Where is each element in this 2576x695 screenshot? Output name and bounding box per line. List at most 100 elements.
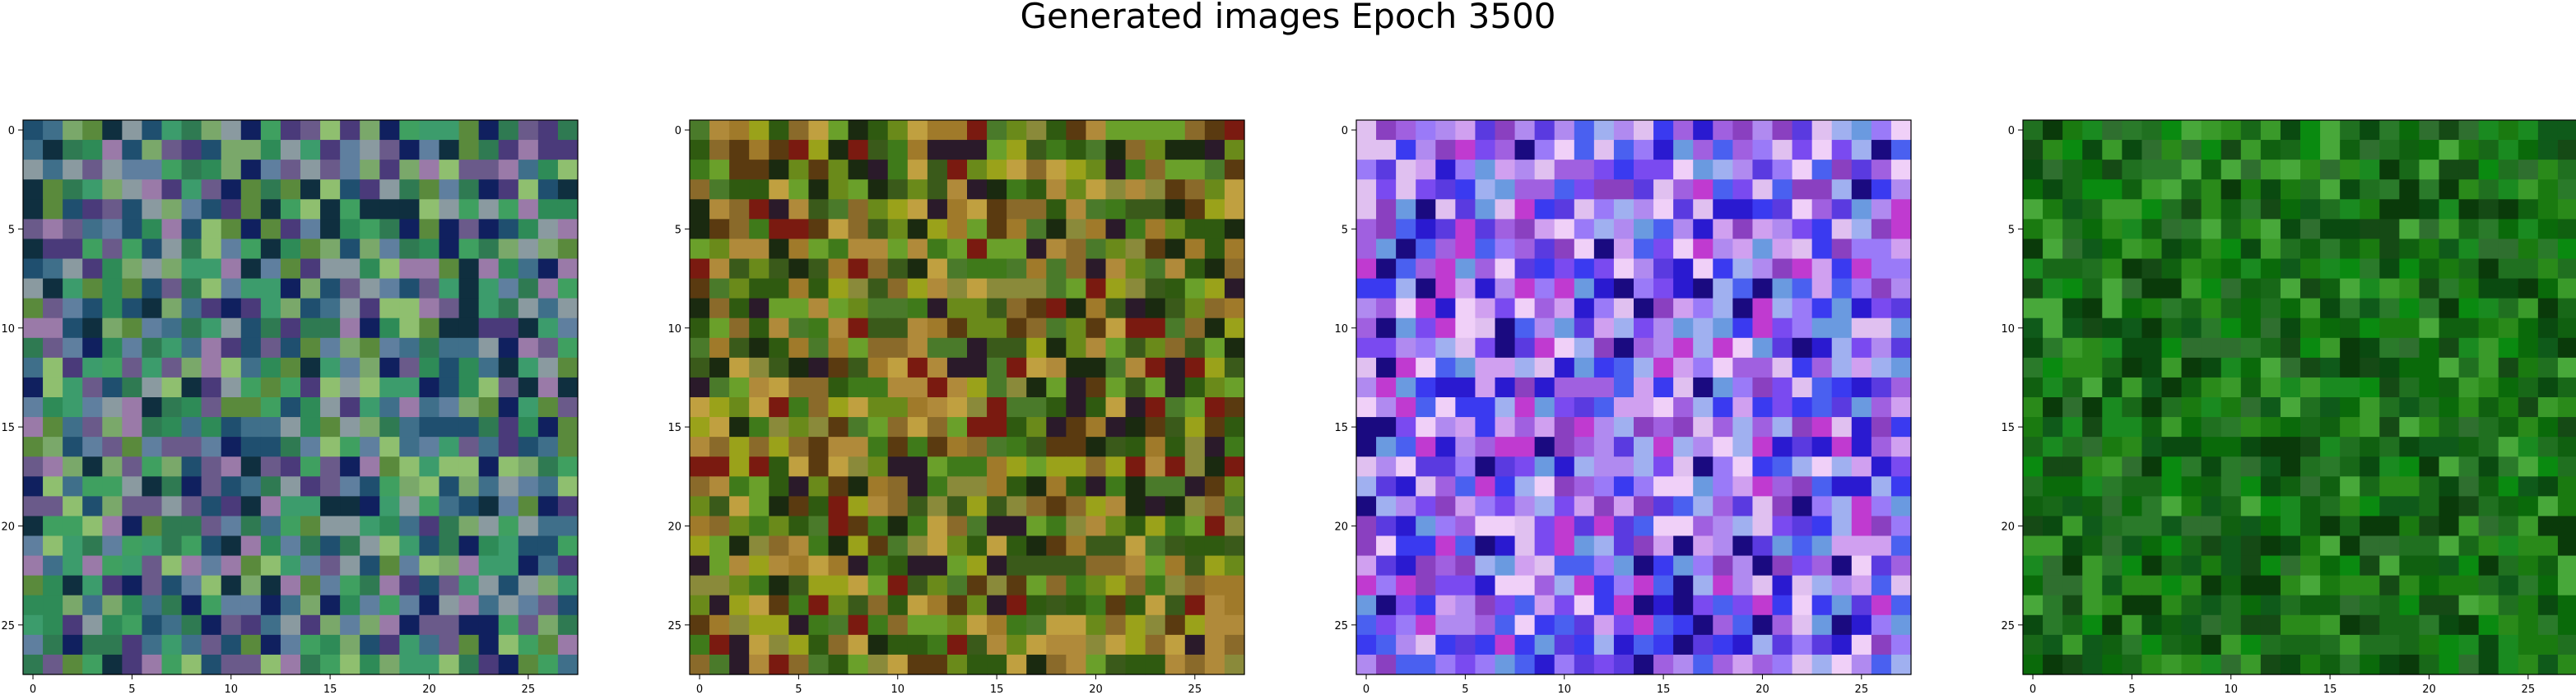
pixel	[987, 278, 1007, 299]
pixel	[2043, 337, 2063, 359]
pixel	[848, 298, 869, 319]
pixel	[2062, 357, 2083, 378]
pixel	[1811, 614, 1833, 636]
pixel	[340, 535, 360, 557]
pixel	[1455, 575, 1476, 596]
pixel	[478, 199, 500, 220]
x-tick-label: 5	[795, 683, 802, 695]
pixel	[1634, 278, 1654, 299]
pixel	[2280, 239, 2301, 260]
pixel	[300, 496, 321, 517]
pixel	[1145, 357, 1166, 378]
pixel	[2320, 437, 2341, 457]
pixel	[1204, 456, 1225, 477]
pixel	[2537, 496, 2559, 517]
pixel	[1752, 634, 1774, 656]
pixel	[808, 417, 830, 438]
pixel	[1184, 555, 1206, 577]
pixel	[1224, 337, 1245, 359]
pixel	[2478, 595, 2499, 616]
pixel	[1204, 476, 1225, 497]
pixel	[1396, 614, 1416, 636]
pixel	[987, 258, 1007, 280]
pixel	[240, 199, 262, 220]
pixel	[769, 437, 789, 457]
pixel	[1066, 654, 1087, 675]
pixel	[867, 179, 889, 200]
pixel	[967, 575, 988, 596]
pixel	[1086, 357, 1107, 378]
pixel	[828, 516, 849, 537]
pixel	[320, 575, 341, 596]
pixel	[181, 160, 202, 180]
pixel	[1890, 496, 1912, 517]
pixel	[280, 298, 301, 319]
pixel	[360, 298, 380, 319]
pixel	[2399, 634, 2420, 656]
pixel	[2062, 120, 2083, 141]
pixel	[709, 417, 730, 438]
pixel	[340, 595, 360, 616]
pixel	[478, 258, 500, 280]
pixel	[2240, 476, 2262, 497]
pixel	[201, 239, 222, 260]
pixel	[1376, 337, 1397, 359]
pixel	[537, 496, 559, 517]
pixel	[1086, 417, 1107, 438]
pixel	[2478, 535, 2499, 557]
pixel	[300, 397, 321, 418]
pixel	[399, 357, 421, 378]
pixel	[1435, 298, 1456, 319]
pixel	[1376, 239, 1397, 260]
pixel	[320, 120, 341, 141]
pixel	[2419, 516, 2440, 537]
pixel	[690, 595, 710, 616]
pixel	[1396, 120, 1416, 141]
pixel	[769, 417, 789, 438]
pixel	[2537, 239, 2559, 260]
pixel	[557, 535, 579, 557]
pixel	[161, 516, 183, 537]
pixel	[2122, 219, 2143, 240]
pixel	[1435, 595, 1456, 616]
pixel	[2102, 516, 2123, 537]
pixel	[1125, 496, 1146, 517]
pixel	[23, 377, 44, 398]
pixel	[340, 239, 360, 260]
pixel	[1356, 595, 1377, 616]
pixel	[808, 199, 830, 220]
pixel	[1026, 575, 1047, 596]
pixel	[1673, 120, 1694, 141]
pixel	[1204, 278, 1225, 299]
pixel	[161, 377, 183, 398]
pixel	[2300, 417, 2321, 438]
pixel	[1105, 120, 1127, 141]
pixel	[1066, 555, 1087, 577]
pixel	[1534, 456, 1555, 477]
pixel	[2320, 654, 2341, 675]
pixel	[1811, 595, 1833, 616]
pixel	[1693, 140, 1713, 160]
pixel	[769, 634, 789, 656]
pixel	[1435, 476, 1456, 497]
pixel	[2220, 298, 2242, 319]
pixel	[1204, 239, 1225, 260]
pixel	[240, 258, 262, 280]
pixel	[2240, 496, 2262, 517]
pixel	[867, 496, 889, 517]
pixel	[2320, 377, 2341, 398]
pixel	[1871, 555, 1892, 577]
pixel	[2439, 516, 2460, 537]
pixel	[458, 239, 480, 260]
pixel	[1752, 417, 1774, 438]
pixel	[300, 555, 321, 577]
pixel	[221, 377, 242, 398]
pixel	[1871, 496, 1892, 517]
pixel	[2280, 575, 2301, 596]
pixel	[1376, 437, 1397, 457]
pixel	[1165, 239, 1186, 260]
pixel	[1376, 535, 1397, 557]
pixel	[907, 575, 928, 596]
pixel	[2102, 357, 2123, 378]
pixel	[1514, 278, 1536, 299]
